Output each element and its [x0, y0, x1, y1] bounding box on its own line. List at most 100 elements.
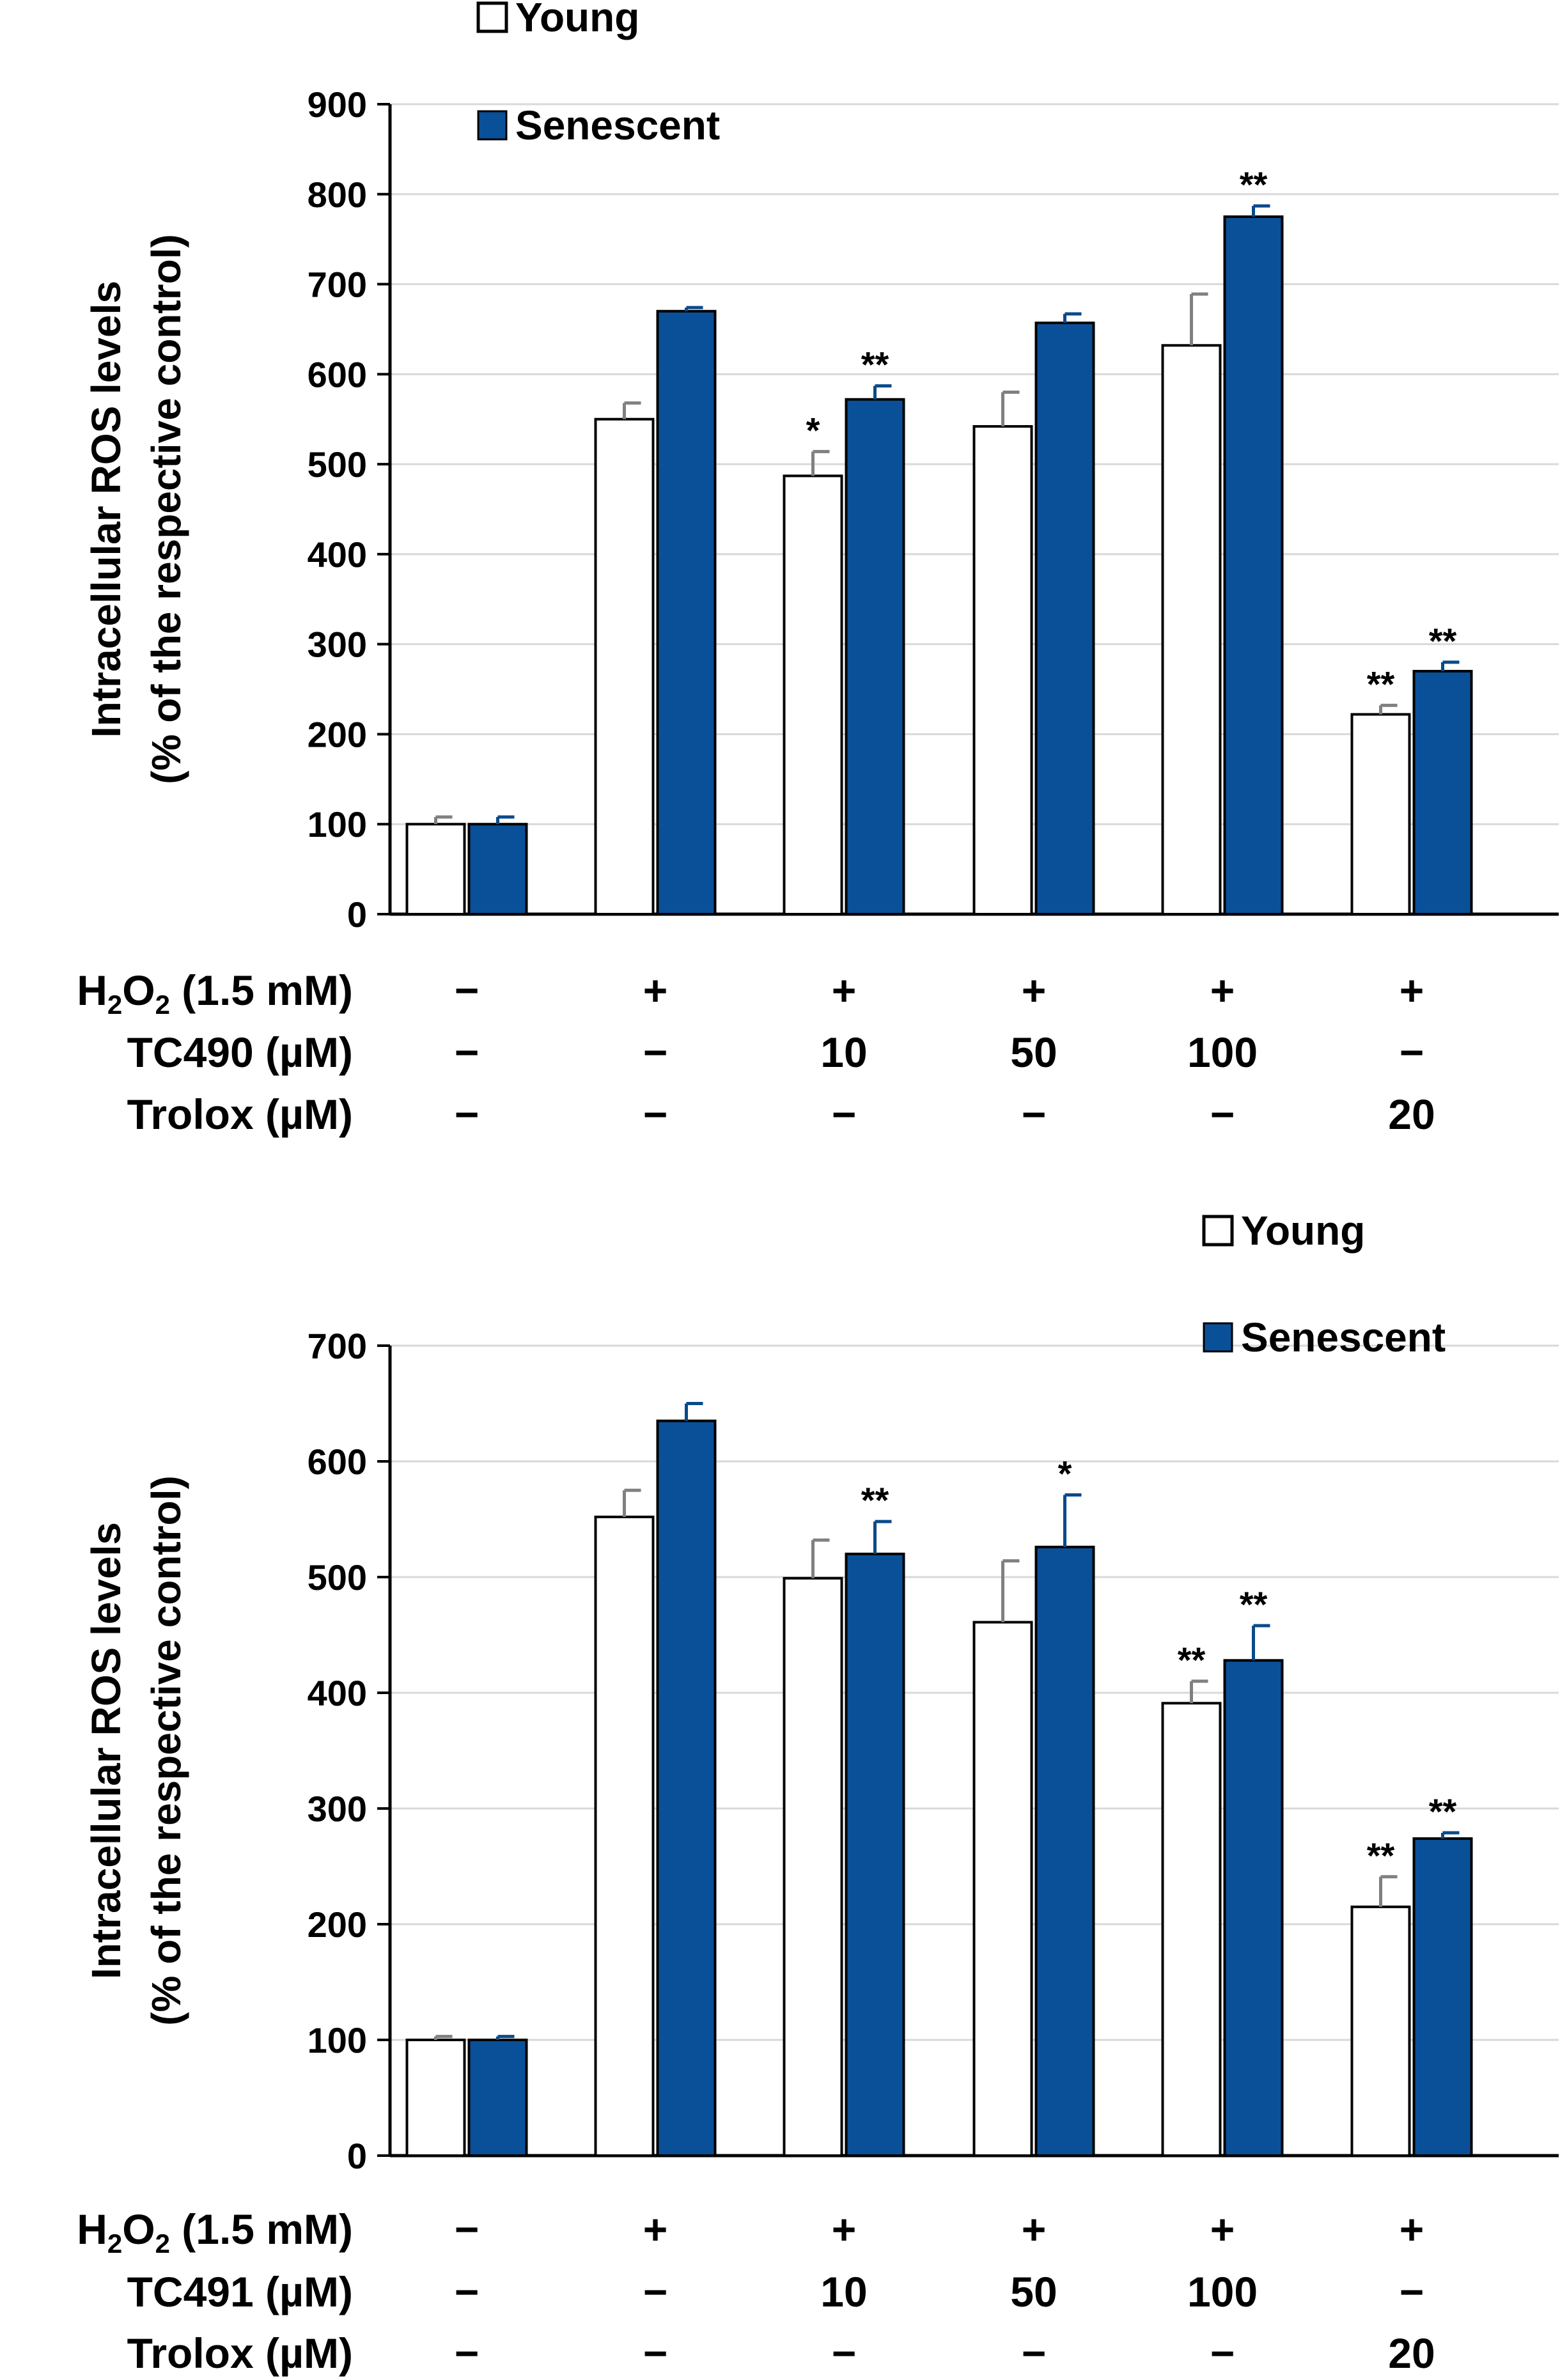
c2-condition-label: H2O2 (1.5 mM)	[77, 2205, 353, 2259]
c2-condition-value: +	[643, 2205, 668, 2253]
c1-condition-value: +	[1210, 967, 1235, 1014]
c2-significance-mark: **	[1178, 1640, 1206, 1680]
c1-significance-mark: **	[1240, 164, 1268, 205]
c1-y-axis-label: (% of the respective control)	[143, 234, 189, 784]
c2-condition-value: −	[455, 2329, 480, 2377]
c1-y-tick-label: 400	[308, 534, 367, 575]
c1-y-tick-label: 200	[308, 714, 367, 754]
c2-condition-value: −	[455, 2205, 480, 2253]
c2-condition-value: 10	[820, 2268, 867, 2315]
c2-legend-label-young: Young	[1241, 1215, 1365, 1254]
c2-bar-senescent	[1034, 1545, 1095, 2157]
c1-bar-senescent	[845, 398, 905, 915]
c2-bar-senescent	[845, 1552, 905, 2157]
c2-y-axis-label: (% of the respective control)	[143, 1475, 189, 2026]
c1-legend-swatch-senescent	[477, 110, 508, 141]
c1-bar-young	[405, 823, 466, 915]
c1-condition-value: −	[1022, 1091, 1047, 1138]
c1-condition-value: 50	[1010, 1029, 1057, 1076]
c1-condition-value: −	[455, 1029, 480, 1076]
c2-condition-value: −	[1210, 2329, 1235, 2377]
c1-condition-value: +	[1400, 967, 1424, 1014]
c2-bar-young	[405, 2039, 466, 2157]
c1-y-tick-label: 100	[308, 804, 367, 844]
c1-legend-label-young: Young	[515, 0, 639, 40]
c2-y-tick-label: 600	[308, 1442, 367, 1482]
c1-y-tick-label: 700	[308, 265, 367, 305]
c1-condition-value: −	[643, 1091, 668, 1138]
c1-y-tick-label: 900	[308, 84, 367, 125]
c1-bar-senescent	[1034, 322, 1095, 915]
c1-condition-value: −	[1400, 1029, 1424, 1076]
c2-y-tick-label: 400	[308, 1673, 367, 1713]
c1-condition-value: −	[455, 1091, 480, 1138]
c1-bar-young	[1350, 713, 1411, 916]
c2-condition-value: +	[832, 2205, 857, 2253]
c2-significance-mark: *	[1058, 1453, 1072, 1493]
c1-condition-value: 10	[820, 1029, 867, 1076]
c1-condition-value: 20	[1388, 1091, 1435, 1138]
c1-bar-senescent	[1223, 215, 1284, 916]
c2-significance-mark: **	[1367, 1835, 1395, 1876]
c2-y-tick-label: 300	[308, 1789, 367, 1829]
c2-condition-value: +	[1022, 2205, 1047, 2253]
c2-legend-swatch-senescent	[1203, 1322, 1233, 1353]
c2-bar-senescent	[1412, 1837, 1473, 2157]
c2-condition-value: −	[643, 2329, 668, 2377]
c1-condition-value: −	[832, 1091, 857, 1138]
c1-condition-label: TC490 (µM)	[127, 1029, 353, 1076]
c1-y-tick-label: 500	[308, 444, 367, 485]
c1-y-axis-label: Intracellular ROS levels	[83, 281, 129, 738]
c1-significance-mark: **	[1429, 621, 1457, 661]
c1-condition-value: +	[832, 967, 857, 1014]
c1-condition-label: H2O2 (1.5 mM)	[77, 967, 353, 1020]
c1-y-tick-label: 800	[308, 175, 367, 215]
c2-bar-senescent	[656, 1419, 717, 2157]
c1-bar-senescent	[656, 309, 717, 915]
c1-condition-value: −	[455, 967, 480, 1014]
c2-condition-value: −	[1400, 2268, 1424, 2315]
c2-significance-mark: **	[1240, 1584, 1268, 1624]
c1-condition-label: Trolox (µM)	[127, 1091, 353, 1138]
c2-significance-mark: **	[1429, 1791, 1457, 1832]
c1-y-tick-label: 600	[308, 354, 367, 394]
c2-bar-young	[783, 1576, 843, 2157]
c2-bar-young	[1350, 1905, 1411, 2157]
c2-condition-value: 50	[1010, 2268, 1057, 2315]
c2-condition-value: +	[1210, 2205, 1235, 2253]
c2-y-tick-label: 0	[347, 2136, 367, 2176]
c2-condition-value: +	[1400, 2205, 1424, 2253]
c2-y-tick-label: 200	[308, 1904, 367, 1945]
c1-y-tick-label: 300	[308, 625, 367, 665]
c1-condition-value: 100	[1187, 1029, 1258, 1076]
c2-condition-value: 20	[1388, 2329, 1435, 2377]
chart-bottom: 0 100 200 300 400 500 600 700 Intracellular ROS …	[0, 1215, 1560, 2380]
c2-y-tick-label: 100	[308, 2020, 367, 2060]
c1-legend-label-senescent: Senescent	[515, 102, 720, 148]
c2-condition-value: −	[643, 2268, 668, 2315]
c1-bar-young	[594, 417, 655, 915]
c1-condition-value: −	[643, 1029, 668, 1076]
c2-y-tick-label: 700	[308, 1326, 367, 1366]
c1-significance-mark: *	[806, 410, 820, 450]
c1-significance-mark: **	[1367, 664, 1395, 704]
c2-y-axis-label: Intracellular ROS levels	[83, 1522, 129, 1979]
c1-condition-value: +	[1022, 967, 1047, 1014]
c1-condition-value: −	[1210, 1091, 1235, 1138]
c1-condition-value: +	[643, 967, 668, 1014]
chart-bottom-svg: 0 100 200 300 400 500 600 700 Intracellular ROS …	[77, 1215, 1559, 2377]
c1-bar-senescent	[1412, 669, 1473, 916]
c2-significance-mark: **	[861, 1480, 889, 1520]
c2-condition-value: −	[832, 2329, 857, 2377]
c2-bar-senescent	[467, 2039, 528, 2157]
c1-bar-senescent	[467, 823, 528, 915]
c2-condition-value: −	[1022, 2329, 1047, 2377]
c1-significance-mark: **	[861, 345, 889, 385]
c1-legend-swatch-young	[476, 1, 508, 33]
c1-bar-young	[783, 474, 843, 915]
chart-top-svg: 0 100 200 300 400 500 600 700 800 900 Intracellula…	[77, 0, 1559, 1138]
c1-bar-young	[1161, 344, 1222, 915]
c2-bar-young	[1161, 1702, 1222, 2157]
c2-legend-swatch-young	[1202, 1215, 1234, 1247]
c2-bar-senescent	[1223, 1659, 1284, 2157]
